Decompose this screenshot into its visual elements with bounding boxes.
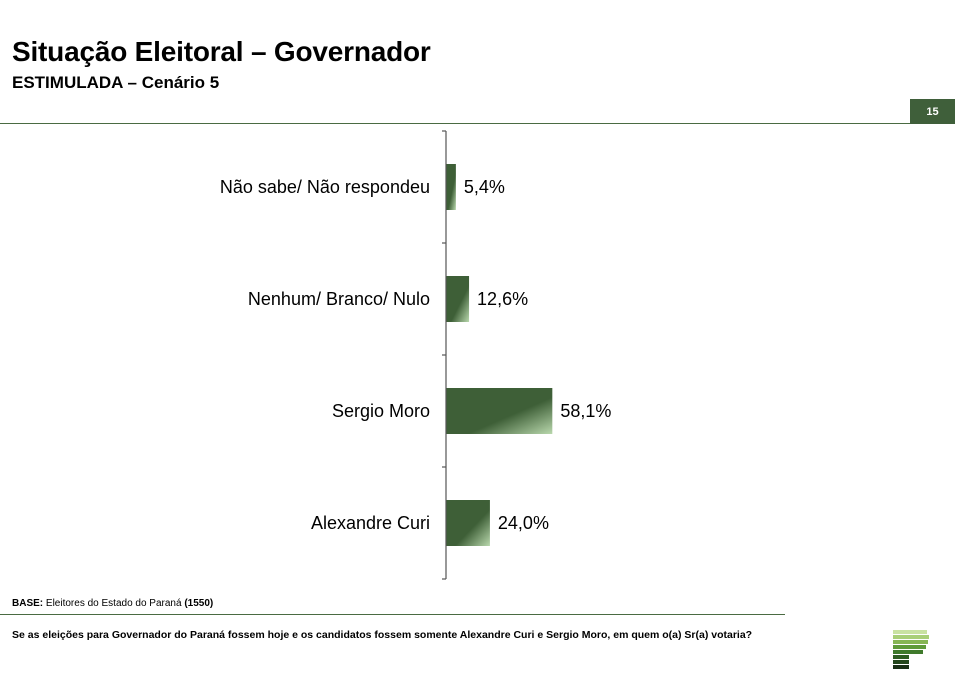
base-label: BASE: [12, 598, 44, 609]
survey-question: Se as eleições para Governador do Paraná… [12, 629, 753, 641]
header-divider [0, 123, 955, 124]
company-logo [893, 630, 929, 669]
page-subtitle: ESTIMULADA – Cenário 5 [12, 73, 220, 92]
footer-divider [0, 614, 785, 615]
page-number-badge: 15 [910, 99, 955, 124]
data-label: 5,4% [464, 177, 505, 197]
bar-chart: Não sabe/ Não respondeu 5,4% Nenhum/ Branc… [220, 130, 611, 580]
page-title: Situação Eleitoral – Governador [12, 36, 431, 67]
base-count: (1550) [184, 598, 214, 609]
category-label: Sergio Moro [332, 401, 430, 421]
base-text: Eleitores do Estado do Paraná [45, 598, 182, 609]
category-label: Não sabe/ Não respondeu [220, 177, 430, 197]
category-label: Alexandre Curi [311, 513, 430, 533]
bar [446, 500, 490, 546]
data-label: 12,6% [477, 289, 528, 309]
base-note: BASE: Eleitores do Estado do Paraná (155… [12, 598, 213, 609]
data-label: 24,0% [498, 513, 549, 533]
data-label: 58,1% [560, 401, 611, 421]
bar [446, 388, 553, 434]
bar [446, 276, 470, 322]
category-label: Nenhum/ Branco/ Nulo [248, 289, 430, 309]
bar [446, 164, 456, 210]
